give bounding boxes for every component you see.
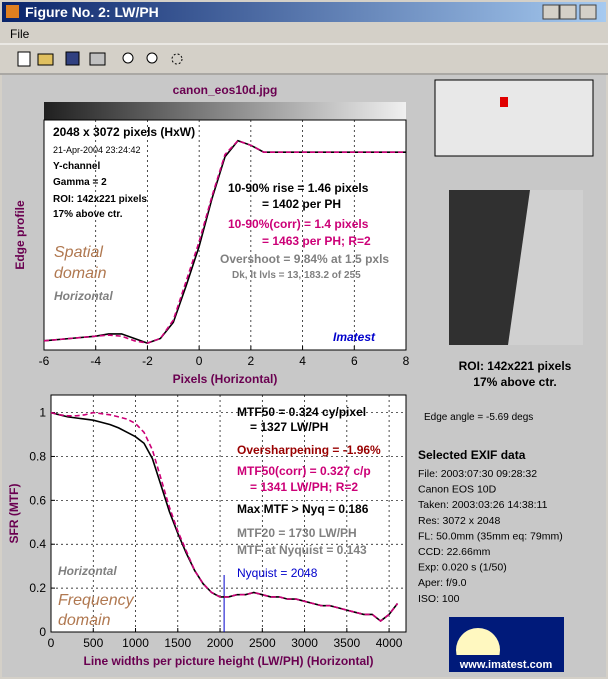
save-button[interactable]: [65, 51, 80, 66]
annotation: domain: [58, 612, 111, 629]
exif-line: ISO: 100: [418, 593, 460, 605]
annotation: MTF50(corr) = 0.327 c/p: [237, 464, 371, 478]
annotation: 2048 x 3072 pixels (HxW): [53, 125, 195, 139]
rotate-button[interactable]: [171, 53, 183, 65]
annotation: = 1327 LW/PH: [250, 420, 328, 434]
y-tick-label: 0.2: [29, 581, 46, 595]
x-tick-label: -2: [142, 354, 153, 368]
app-icon: [6, 5, 19, 18]
x-tick-label: 0: [48, 636, 55, 650]
x-axis-label: Pixels (Horizontal): [173, 372, 278, 386]
y-tick-label: 0.4: [29, 537, 46, 551]
roi-label: ROI: 142x221 pixels: [459, 359, 572, 373]
charts: -6 -4 -2 0 2 4 6 8 Pixels (Horizontal) Edge profi…: [7, 119, 410, 668]
x-tick-label: 4000: [376, 636, 403, 650]
chart-thumbnail: [434, 79, 594, 157]
annotation: = 1402 per PH: [262, 197, 341, 211]
annotation: MTF20 = 1730 LW/PH: [237, 526, 357, 540]
gray-strip: [44, 102, 406, 120]
x-tick-label: 3000: [291, 636, 318, 650]
annotation: 17% above ctr.: [53, 209, 123, 220]
annotation: Oversharpening = -1.96%: [237, 443, 381, 457]
close-button[interactable]: [579, 4, 597, 20]
annotation: domain: [54, 265, 107, 282]
y-tick-label: 0: [39, 625, 46, 639]
exif-line: Taken: 2003:03:26 14:38:11: [418, 499, 548, 511]
annotation: MTF at Nyquist = 0.143: [237, 543, 367, 557]
x-tick-label: 4: [299, 354, 306, 368]
annotation: Imatest: [333, 330, 376, 344]
annotation: 21-Apr-2004 23:24:42: [53, 145, 141, 155]
title-bar: [2, 2, 606, 22]
annotation: Horizontal: [54, 289, 113, 303]
data-line: [43, 139, 406, 344]
annotation: Max MTF > Nyq = 0.186: [237, 502, 369, 516]
exif-line: File: 2003:07:30 09:28:32: [418, 468, 537, 480]
annotation: Nyquist = 2048: [237, 566, 318, 580]
exif-line: Canon EOS 10D: [418, 484, 497, 496]
new-button[interactable]: [17, 51, 31, 67]
edge-angle: Edge angle = -5.69 degs: [424, 412, 533, 423]
logo-text: www.imatest.com: [459, 659, 553, 671]
plot-area: [50, 394, 407, 633]
exif-line: FL: 50.0mm (35mm eq: 79mm): [418, 530, 563, 542]
x-tick-label: 3500: [333, 636, 360, 650]
x-tick-label: 1500: [164, 636, 191, 650]
zoom-in-button[interactable]: [122, 52, 134, 64]
x-tick-label: 2000: [207, 636, 234, 650]
exif-line: Aper: f/9.0: [418, 577, 467, 589]
y-tick-label: 0.6: [29, 493, 46, 507]
exif-title: Selected EXIF data: [418, 448, 526, 462]
open-button[interactable]: [37, 53, 54, 66]
maximize-button[interactable]: [559, 4, 577, 20]
x-tick-label: 2: [248, 354, 255, 368]
menu-file[interactable]: File: [10, 27, 30, 41]
annotation: 10-90%(corr) = 1.4 pixels: [228, 217, 369, 231]
x-tick-label: 0: [196, 354, 203, 368]
exif-line: Exp: 0.020 s (1/50): [418, 562, 507, 574]
x-tick-label: 2500: [249, 636, 276, 650]
x-tick-label: -6: [39, 354, 50, 368]
y-tick-label: 1: [39, 406, 46, 420]
y-tick-label: 0.8: [29, 449, 46, 463]
annotation: Spatial: [54, 244, 103, 261]
exif-line: CCD: 22.66mm: [418, 546, 491, 558]
y-axis-label: Edge profile: [13, 200, 27, 270]
annotation: = 1463 per PH; R=2: [262, 234, 371, 248]
window-title: Figure No. 2: LW/PH: [25, 4, 159, 20]
exif-line: Res: 3072 x 2048: [418, 515, 500, 527]
x-tick-label: -4: [90, 354, 101, 368]
zoom-out-button[interactable]: [146, 52, 158, 64]
x-tick-label: 500: [83, 636, 103, 650]
roi-bright-side: [508, 190, 583, 345]
minimize-button[interactable]: [542, 4, 560, 20]
annotation: ROI: 142x221 pixels: [53, 194, 147, 205]
window-buttons[interactable]: [542, 4, 597, 20]
x-tick-label: 6: [351, 354, 358, 368]
annotation: Frequency: [58, 592, 135, 609]
roi-marker: [500, 97, 508, 107]
x-tick-label: 1000: [122, 636, 149, 650]
y-axis-label: SFR (MTF): [7, 484, 21, 544]
annotation: Dk, lt lvls = 13, 183.2 of 255: [232, 270, 361, 281]
x-axis-label: Line widths per picture height (LW/PH) (…: [84, 654, 374, 668]
annotation: MTF50 = 0.324 cy/pixel: [237, 405, 366, 419]
annotation: 10-90% rise = 1.46 pixels: [228, 181, 369, 195]
annotation: Y-channel: [53, 161, 100, 172]
x-tick-label: 8: [403, 354, 410, 368]
annotation: Overshoot = 9.84% at 1.5 pxls: [220, 252, 389, 266]
annotation: = 1341 LW/PH; R=2: [250, 480, 358, 494]
logo-band: [449, 655, 564, 672]
roi-label: 17% above ctr.: [473, 375, 556, 389]
annotation: Horizontal: [58, 564, 117, 578]
toolbar: [17, 51, 183, 67]
figure-title: canon_eos10d.jpg: [173, 83, 278, 97]
annotation: Gamma = 2: [53, 177, 107, 188]
exif-list: File: 2003:07:30 09:28:32 Canon EOS 10D Ta…: [418, 468, 563, 605]
data-line: [50, 411, 399, 623]
print-button[interactable]: [89, 52, 106, 66]
